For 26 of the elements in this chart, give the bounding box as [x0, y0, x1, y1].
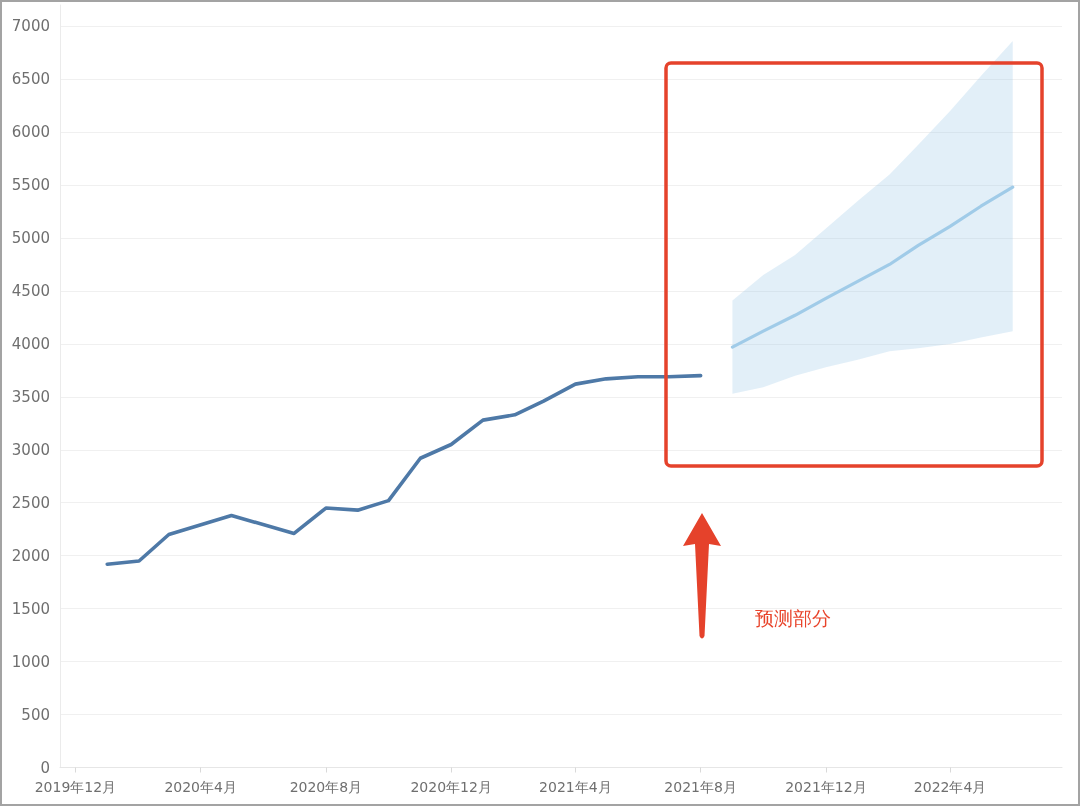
line-series: [105, 373, 703, 566]
x-tick-label: 2021年8月: [664, 778, 737, 795]
y-tick-label: 6000: [11, 123, 50, 142]
x-tick-label: 2020年4月: [164, 778, 237, 795]
x-tick-label: 2019年12月: [34, 778, 117, 795]
y-tick-label: 0: [40, 758, 50, 777]
y-tick-label: 4500: [11, 281, 50, 300]
y-tick-label: 1500: [11, 599, 50, 618]
y-tick-label: 3500: [11, 387, 50, 406]
y-tick-label: 5000: [11, 228, 50, 247]
y-tick-label: 1000: [11, 652, 50, 671]
y-tick-label: 2500: [11, 493, 50, 512]
x-tick-label: 2020年12月: [410, 778, 492, 795]
annotation: 预测部分: [755, 606, 831, 629]
x-tick-label: 2021年12月: [785, 778, 867, 795]
y-tick-label: 7000: [11, 17, 50, 36]
y-tick-label: 4000: [11, 334, 50, 353]
line-series: [730, 185, 1015, 349]
y-tick-label: 6500: [11, 70, 50, 89]
x-tick-label: 2021年4月: [539, 778, 612, 795]
x-tick-label: 2020年8月: [289, 778, 363, 795]
y-tick-label: 2000: [11, 546, 50, 565]
x-tick-label: 2022年4月: [913, 778, 987, 795]
y-tick-label: 3000: [11, 440, 50, 459]
y-tick-label: 500: [21, 705, 50, 724]
y-tick-label: 5500: [11, 176, 50, 195]
